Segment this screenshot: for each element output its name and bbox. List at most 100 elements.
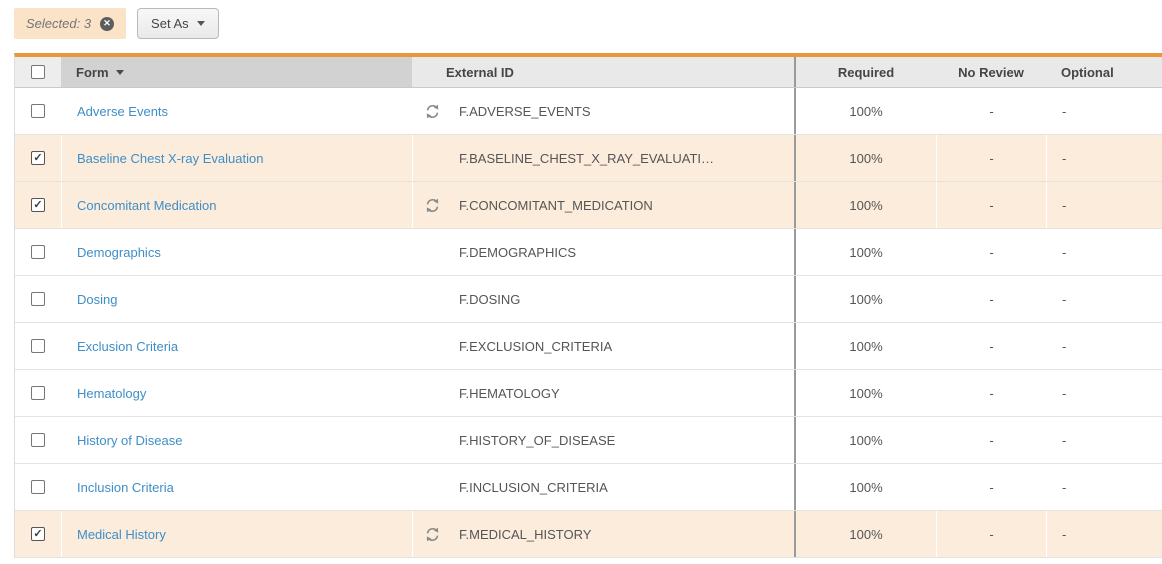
sync-icon-slot bbox=[413, 480, 451, 495]
checkbox-cell: ✓ bbox=[15, 417, 61, 463]
form-link[interactable]: Demographics bbox=[77, 244, 161, 260]
form-cell: Demographics bbox=[61, 229, 412, 275]
form-link[interactable]: Dosing bbox=[77, 291, 118, 307]
optional-value: - bbox=[1046, 135, 1162, 181]
row-checkbox[interactable]: ✓ bbox=[31, 198, 45, 212]
sync-icon-slot bbox=[413, 198, 451, 213]
no-review-value: - bbox=[989, 385, 994, 401]
external-id-value: F.HISTORY_OF_DISEASE bbox=[459, 432, 616, 448]
form-cell: Adverse Events bbox=[61, 88, 412, 134]
external-id-cell: F.HEMATOLOGY bbox=[412, 370, 794, 416]
selected-count-pill: Selected: 3 ✕ bbox=[14, 8, 127, 39]
row-checkbox[interactable]: ✓ bbox=[31, 292, 45, 306]
row-checkbox[interactable]: ✓ bbox=[31, 104, 45, 118]
table-row: ✓ Concomitant Medication F.CONCOMITANT_M… bbox=[15, 182, 1162, 229]
checkbox-cell: ✓ bbox=[15, 511, 61, 557]
external-id-value: F.EXCLUSION_CRITERIA bbox=[459, 338, 613, 354]
checkbox-cell: ✓ bbox=[15, 370, 61, 416]
row-checkbox[interactable]: ✓ bbox=[31, 151, 45, 165]
form-link[interactable]: Baseline Chest X-ray Evaluation bbox=[77, 150, 264, 166]
column-header-checkbox bbox=[15, 57, 61, 87]
external-id-value: F.DOSING bbox=[459, 291, 521, 307]
checkbox-cell: ✓ bbox=[15, 276, 61, 322]
form-link[interactable]: Inclusion Criteria bbox=[77, 479, 174, 495]
checkbox-cell: ✓ bbox=[15, 135, 61, 181]
external-id-cell: F.CONCOMITANT_MEDICATION bbox=[412, 182, 794, 228]
no-review-value: - bbox=[989, 291, 994, 307]
form-link[interactable]: History of Disease bbox=[77, 432, 183, 448]
row-checkbox[interactable]: ✓ bbox=[31, 245, 45, 259]
sync-icon-slot bbox=[413, 292, 451, 307]
select-all-checkbox[interactable] bbox=[31, 65, 45, 79]
row-checkbox[interactable]: ✓ bbox=[31, 527, 45, 541]
table-row: ✓ Inclusion Criteria F.INCLUSION_CRITERI… bbox=[15, 464, 1162, 511]
form-link[interactable]: Adverse Events bbox=[77, 103, 169, 119]
external-id-cell: F.ADVERSE_EVENTS bbox=[412, 88, 794, 134]
required-value: 100% bbox=[794, 370, 936, 416]
required-value: 100% bbox=[794, 323, 936, 369]
required-value: 100% bbox=[794, 135, 936, 181]
check-mark-icon: ✓ bbox=[33, 151, 43, 164]
form-cell: Inclusion Criteria bbox=[61, 464, 412, 510]
optional-value: - bbox=[1062, 479, 1067, 495]
required-value: 100% bbox=[794, 464, 936, 510]
optional-value: - bbox=[1062, 338, 1067, 354]
external-id-value: F.CONCOMITANT_MEDICATION bbox=[459, 197, 653, 213]
external-id-cell: F.INCLUSION_CRITERIA bbox=[412, 464, 794, 510]
check-mark-icon: ✓ bbox=[33, 527, 43, 540]
column-header-external-id[interactable]: External ID bbox=[412, 57, 794, 87]
table-row: ✓ Dosing F.DOSING 100% - - bbox=[15, 276, 1162, 323]
sync-icon bbox=[426, 104, 438, 118]
form-link[interactable]: Hematology bbox=[77, 385, 147, 401]
external-id-value: F.BASELINE_CHEST_X_RAY_EVALUATI… bbox=[459, 150, 715, 166]
table-row: ✓ Exclusion Criteria F.EXCLUSION_CRITERI… bbox=[15, 323, 1162, 370]
table-row: ✓ Adverse Events F.ADVERSE_EVENTS 100% -… bbox=[15, 88, 1162, 135]
external-id-cell: F.MEDICAL_HISTORY bbox=[412, 511, 794, 557]
chevron-down-icon bbox=[196, 21, 205, 26]
form-cell: Hematology bbox=[61, 370, 412, 416]
sync-icon-slot bbox=[413, 339, 451, 354]
external-id-cell: F.BASELINE_CHEST_X_RAY_EVALUATI… bbox=[412, 135, 794, 181]
sync-icon-slot bbox=[413, 151, 451, 166]
external-id-value: F.HEMATOLOGY bbox=[459, 385, 560, 401]
table-row: ✓ History of Disease F.HISTORY_OF_DISEAS… bbox=[15, 417, 1162, 464]
set-as-button[interactable]: Set As bbox=[137, 8, 219, 39]
column-header-form[interactable]: Form bbox=[61, 57, 412, 87]
column-header-required[interactable]: Required bbox=[794, 57, 936, 87]
selected-count-label: Selected: 3 bbox=[26, 16, 92, 31]
row-checkbox[interactable]: ✓ bbox=[31, 386, 45, 400]
column-header-optional[interactable]: Optional bbox=[1046, 57, 1162, 87]
external-id-value: F.DEMOGRAPHICS bbox=[459, 244, 577, 260]
column-header-no-review[interactable]: No Review bbox=[936, 57, 1046, 87]
clear-selection-icon[interactable]: ✕ bbox=[100, 16, 115, 31]
column-header-optional-label: Optional bbox=[1061, 64, 1114, 80]
form-cell: Baseline Chest X-ray Evaluation bbox=[61, 135, 412, 181]
row-checkbox[interactable]: ✓ bbox=[31, 480, 45, 494]
optional-value: - bbox=[1062, 291, 1067, 307]
column-header-form-label: Form bbox=[76, 64, 109, 80]
external-id-cell: F.HISTORY_OF_DISEASE bbox=[412, 417, 794, 463]
sync-icon-slot bbox=[413, 433, 451, 448]
sync-icon bbox=[426, 527, 438, 541]
external-id-cell: F.EXCLUSION_CRITERIA bbox=[412, 323, 794, 369]
form-link[interactable]: Exclusion Criteria bbox=[77, 338, 179, 354]
optional-value: - bbox=[1062, 432, 1067, 448]
table-row: ✓ Medical History F.MEDICAL_HISTORY 100%… bbox=[15, 511, 1162, 558]
form-link[interactable]: Concomitant Medication bbox=[77, 197, 217, 213]
required-value: 100% bbox=[794, 511, 936, 557]
table-body: ✓ Adverse Events F.ADVERSE_EVENTS 100% -… bbox=[15, 88, 1162, 558]
external-id-value: F.ADVERSE_EVENTS bbox=[459, 103, 591, 119]
sync-icon-slot bbox=[413, 104, 451, 119]
column-header-required-label: Required bbox=[837, 64, 895, 80]
no-review-value: - bbox=[989, 103, 994, 119]
form-cell: History of Disease bbox=[61, 417, 412, 463]
required-value: 100% bbox=[794, 88, 936, 134]
row-checkbox[interactable]: ✓ bbox=[31, 433, 45, 447]
table-row: ✓ Hematology F.HEMATOLOGY 100% - - bbox=[15, 370, 1162, 417]
optional-value: - bbox=[1062, 385, 1067, 401]
external-id-cell: F.DEMOGRAPHICS bbox=[412, 229, 794, 275]
row-checkbox[interactable]: ✓ bbox=[31, 339, 45, 353]
form-link[interactable]: Medical History bbox=[77, 526, 166, 542]
external-id-value: F.MEDICAL_HISTORY bbox=[459, 526, 592, 542]
sync-icon-slot bbox=[413, 527, 451, 542]
